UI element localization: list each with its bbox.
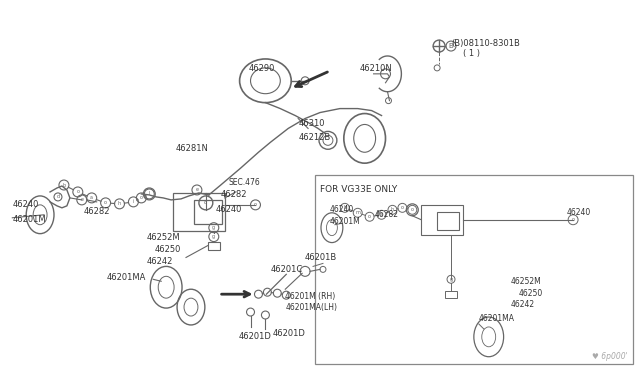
Text: h: h (118, 201, 121, 206)
Text: 46201MA: 46201MA (107, 273, 146, 282)
Bar (445, 291, 457, 298)
Text: 46240: 46240 (12, 201, 38, 209)
Text: SEC.476: SEC.476 (228, 177, 260, 186)
Text: i: i (132, 199, 134, 204)
Text: B: B (449, 43, 453, 49)
Text: 46242: 46242 (511, 299, 534, 309)
Text: o: o (140, 195, 143, 201)
Text: a: a (380, 212, 383, 217)
Text: 46201M: 46201M (12, 215, 46, 224)
Bar (208, 241, 220, 250)
Text: 46250: 46250 (154, 245, 180, 254)
Text: 46201MA: 46201MA (479, 314, 515, 324)
Text: 46281N: 46281N (176, 144, 209, 153)
Text: 46242: 46242 (147, 257, 173, 266)
Text: o: o (411, 207, 414, 212)
Text: ( 1 ): ( 1 ) (463, 48, 480, 58)
Text: l: l (148, 192, 150, 196)
Text: d: d (56, 195, 60, 199)
Text: 46201M (RH): 46201M (RH) (285, 292, 335, 301)
Text: o: o (401, 205, 404, 210)
Text: 46282: 46282 (374, 210, 399, 219)
Bar (194, 200, 221, 224)
Text: FOR VG33E ONLY: FOR VG33E ONLY (320, 185, 397, 194)
Text: 46250: 46250 (518, 289, 543, 298)
Text: 46212B: 46212B (298, 133, 330, 142)
Text: 46201MA(LH): 46201MA(LH) (285, 302, 337, 312)
Text: 46240: 46240 (330, 205, 354, 214)
Text: ♥ 6p000': ♥ 6p000' (592, 352, 628, 361)
Text: e: e (80, 198, 83, 202)
Text: h: h (391, 207, 394, 212)
Text: 46282: 46282 (84, 207, 110, 216)
Text: b: b (343, 205, 346, 210)
Bar (437, 212, 459, 230)
Text: o: o (76, 189, 79, 195)
Text: a: a (90, 195, 93, 201)
Text: 46240: 46240 (566, 208, 590, 217)
Text: 46282: 46282 (221, 190, 247, 199)
Text: 46201B: 46201B (305, 253, 337, 262)
Text: g: g (212, 234, 216, 239)
Text: o: o (254, 202, 257, 207)
Text: 46210N: 46210N (360, 64, 392, 73)
Bar (421, 205, 463, 235)
Bar (315, 175, 633, 364)
Text: o: o (572, 217, 575, 222)
Text: 46201D: 46201D (239, 332, 271, 341)
Text: (B)08110-8301B: (B)08110-8301B (451, 39, 520, 48)
Text: m: m (355, 210, 360, 215)
Text: e: e (195, 187, 198, 192)
Text: 46290: 46290 (248, 64, 275, 73)
Text: 46240: 46240 (216, 205, 242, 214)
Text: b: b (62, 183, 65, 187)
Text: 46310: 46310 (298, 119, 324, 128)
Text: o: o (368, 214, 371, 219)
Text: 46252M: 46252M (147, 233, 180, 242)
Text: 46201D: 46201D (273, 329, 305, 339)
Text: 46201M: 46201M (330, 217, 361, 226)
Bar (173, 193, 225, 231)
Text: 46201C: 46201C (270, 265, 303, 274)
Text: o: o (104, 201, 107, 205)
Text: g: g (449, 277, 452, 282)
Text: o: o (204, 201, 207, 205)
Text: 46252M: 46252M (511, 277, 541, 286)
Text: g: g (212, 225, 216, 230)
